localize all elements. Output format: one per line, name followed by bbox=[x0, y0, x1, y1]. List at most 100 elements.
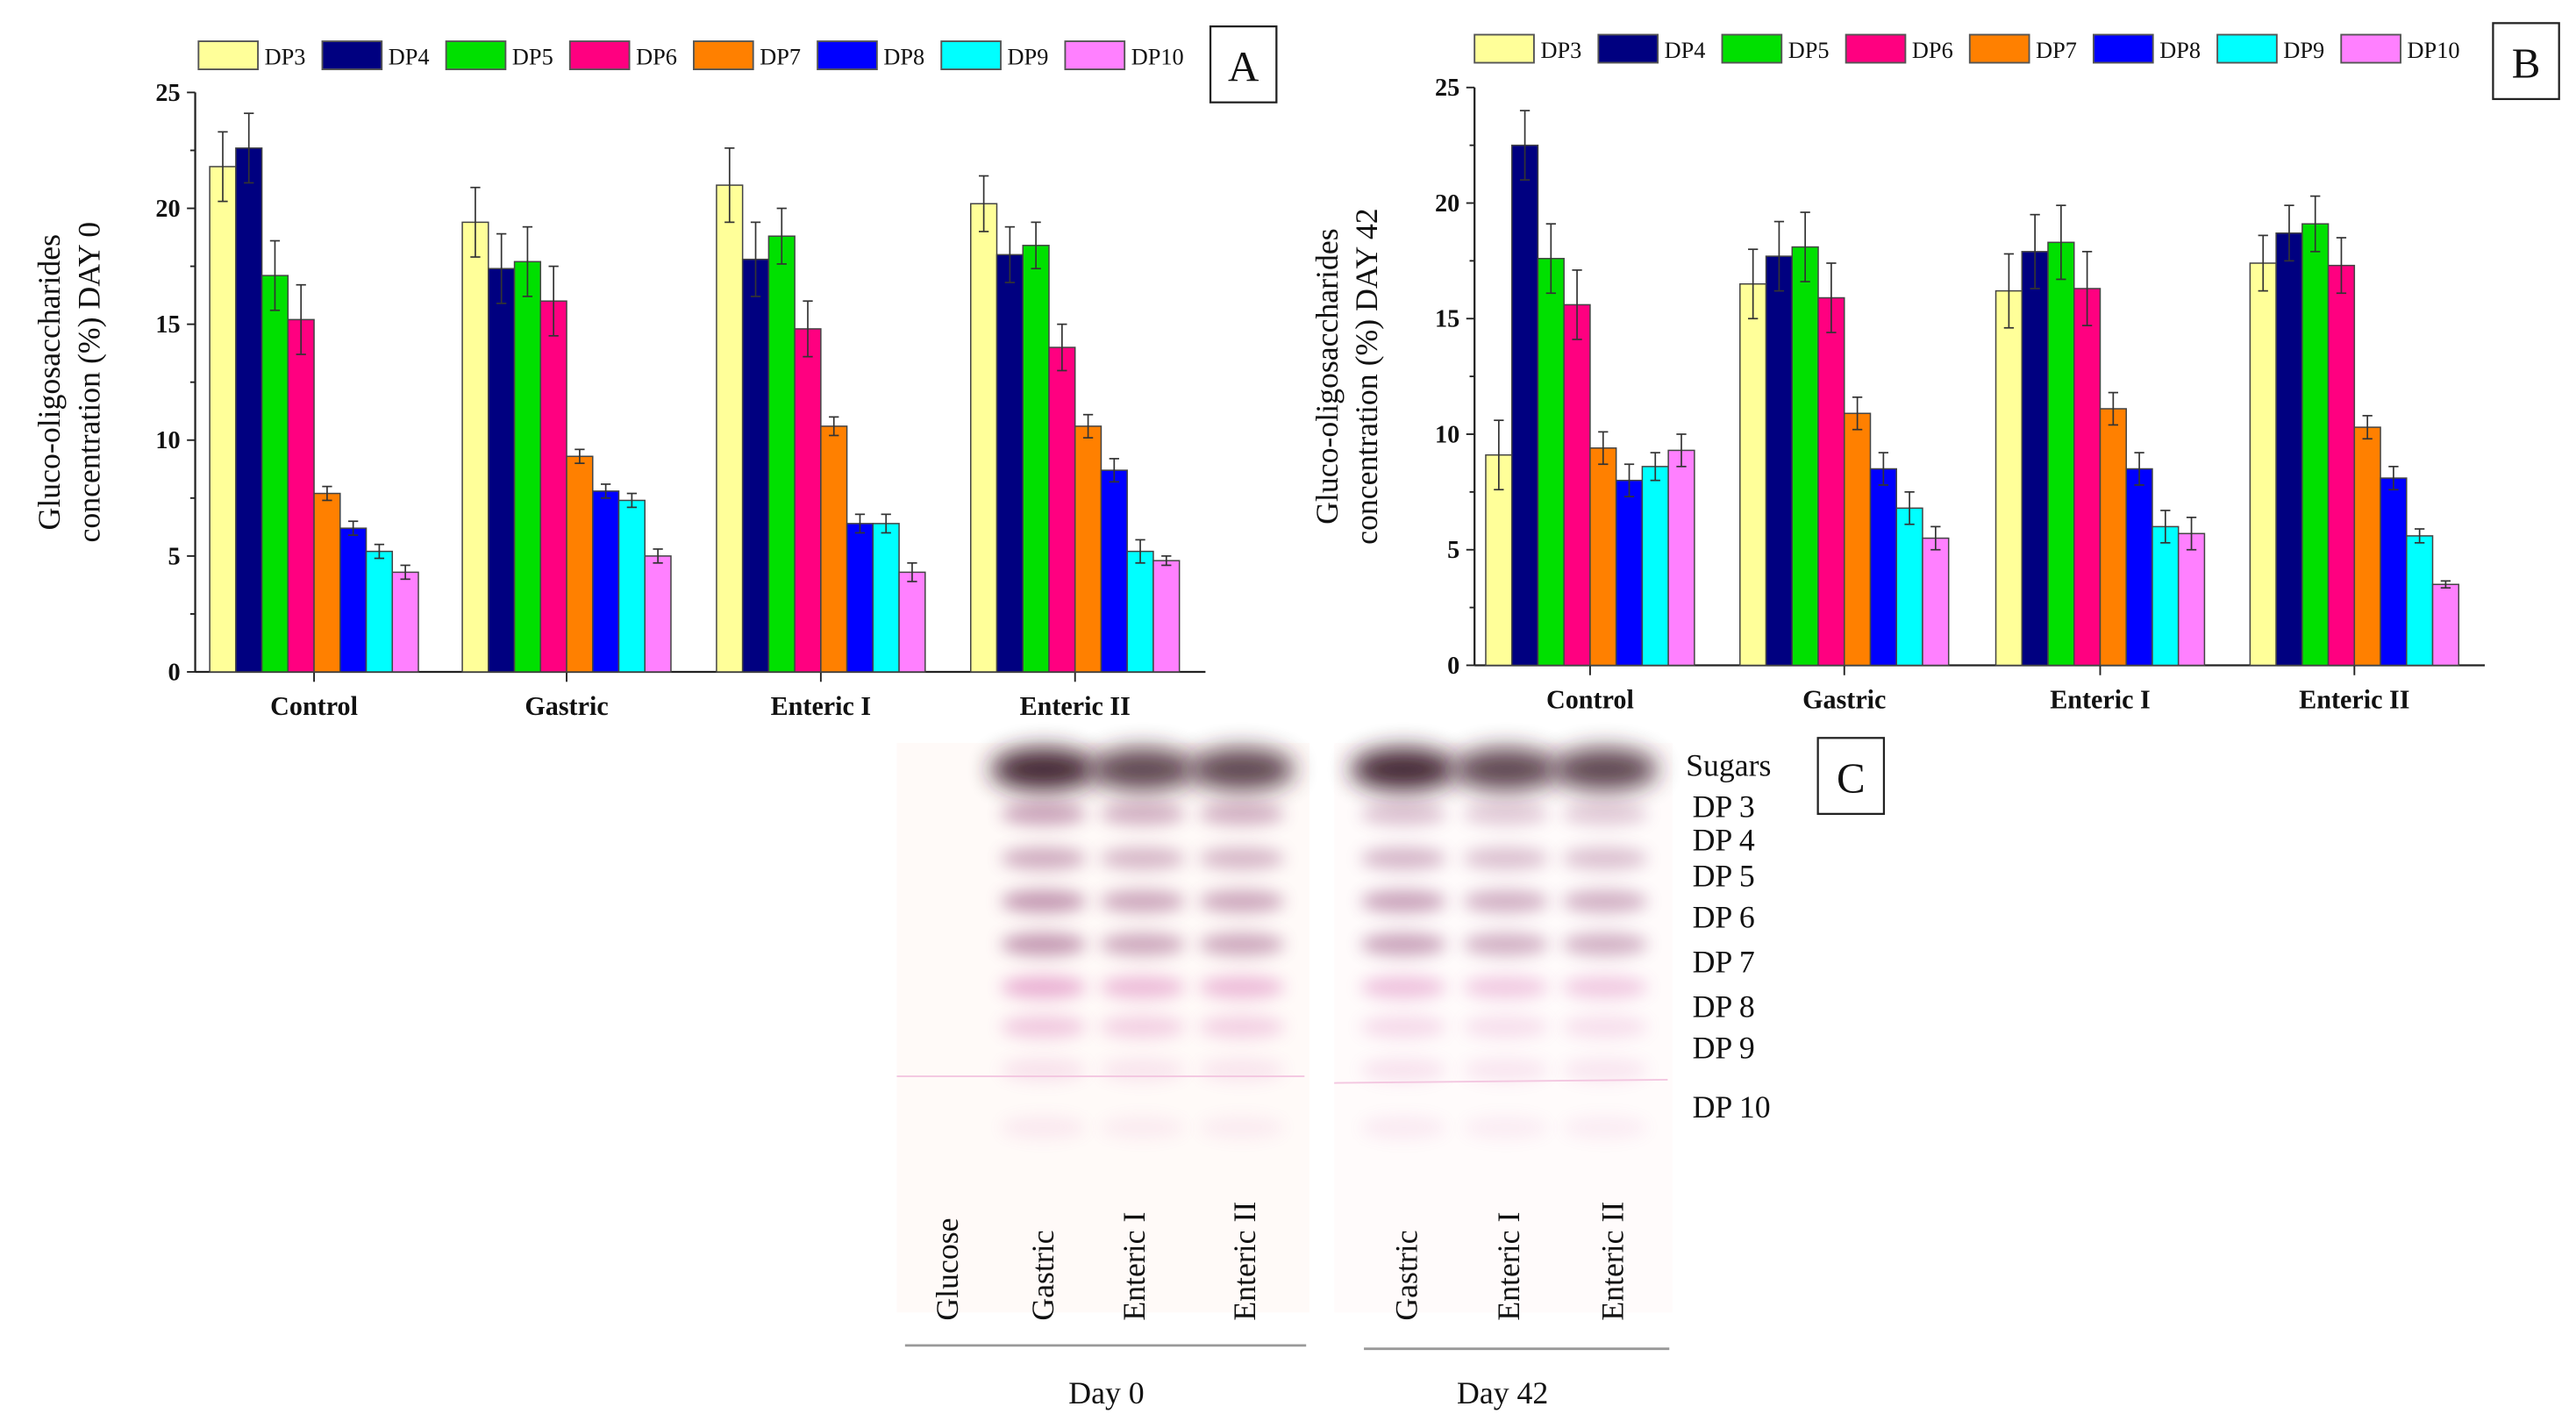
bar-dp6-enteric-i bbox=[794, 328, 822, 673]
tlc-spot-day42-lane2-band5 bbox=[1463, 975, 1549, 999]
tlc-spot-day42-lane3-band6 bbox=[1561, 1015, 1648, 1039]
tlc-spot-day42-lane1-band3 bbox=[1360, 889, 1447, 913]
lane-label-day0-gastric: Gastric bbox=[1025, 1230, 1060, 1320]
panel-label-box bbox=[1209, 25, 1278, 104]
x-tick-label-gastric: Gastric bbox=[524, 691, 608, 721]
legend-label-dp5: DP5 bbox=[512, 44, 553, 69]
bar-dp7-enteric-ii bbox=[1074, 425, 1102, 673]
legend-swatch-dp8 bbox=[2093, 33, 2154, 64]
lane-label-day0-glucose: Glucose bbox=[930, 1218, 965, 1321]
bar-dp7-enteric-i bbox=[2099, 408, 2127, 667]
y-axis-label-line2: concentration (%) DAY 0 bbox=[71, 222, 106, 543]
lane-label-day0-enteric-i: Enteric I bbox=[1117, 1212, 1152, 1321]
legend-label-dp4: DP4 bbox=[389, 44, 430, 69]
tlc-spot-day0-lane3-band6 bbox=[1198, 1015, 1285, 1039]
bar-dp6-control bbox=[1563, 303, 1591, 667]
legend-swatch-dp7 bbox=[693, 40, 754, 70]
legend-label-dp10: DP10 bbox=[2408, 38, 2460, 63]
bar-dp4-control bbox=[1510, 144, 1539, 667]
lane-label-day42-enteric-ii: Enteric II bbox=[1595, 1202, 1631, 1321]
tlc-spot-day0-lane3-band4 bbox=[1198, 932, 1285, 956]
bar-dp8-enteric-i bbox=[846, 523, 874, 673]
bar-dp4-gastric bbox=[488, 268, 516, 673]
bar-dp9-control bbox=[365, 550, 394, 673]
day42-label: Day 42 bbox=[1457, 1375, 1548, 1410]
y-axis-label-line1: Gluco-oligosaccharides bbox=[32, 234, 67, 531]
band-label-dp7: DP 7 bbox=[1693, 945, 1755, 980]
tlc-spot-day42-lane1-band7 bbox=[1360, 1058, 1447, 1082]
tlc-spot-day42-lane1-band8 bbox=[1360, 1116, 1447, 1139]
bar-dp8-control bbox=[339, 527, 367, 673]
legend-label-dp9: DP9 bbox=[1008, 44, 1049, 69]
legend-swatch-dp3 bbox=[197, 40, 260, 70]
y-axis-label-line1: Gluco-oligosaccharides bbox=[1309, 228, 1345, 525]
tlc-spot-day0-lane3-band2 bbox=[1198, 846, 1285, 870]
y-tick-label: 20 bbox=[1435, 190, 1459, 218]
panel-label: A bbox=[1228, 42, 1259, 90]
tlc-spot-day42-lane1-band0 bbox=[1351, 747, 1457, 791]
tlc-spot-day0-lane3-band1 bbox=[1198, 802, 1285, 826]
legend-swatch-dp3 bbox=[1474, 33, 1535, 64]
bar-dp8-gastric bbox=[592, 490, 620, 673]
y-tick-label: 5 bbox=[1447, 537, 1459, 564]
bar-dp6-enteric-ii bbox=[1048, 346, 1076, 673]
tlc-spot-day0-lane1-band1 bbox=[1001, 802, 1087, 826]
bar-dp8-gastric bbox=[1869, 468, 1897, 667]
legend-swatch-dp6 bbox=[568, 40, 631, 70]
bar-dp7-control bbox=[313, 492, 341, 673]
bar-dp10-gastric bbox=[644, 555, 672, 673]
tlc-spot-day0-lane1-band0 bbox=[990, 747, 1097, 791]
legend-label-dp8: DP8 bbox=[883, 44, 924, 69]
panel-label: C bbox=[1837, 753, 1866, 802]
bar-dp10-enteric-ii bbox=[1152, 560, 1181, 673]
bar-dp4-enteric-ii bbox=[995, 253, 1024, 673]
tlc-spot-day42-lane2-band1 bbox=[1463, 802, 1549, 826]
tlc-spot-day42-lane3-band0 bbox=[1552, 747, 1659, 791]
tlc-spot-day0-lane1-band7 bbox=[1001, 1058, 1087, 1082]
legend: DP3 DP4 DP5 DP6 DP7 DP8 DP9 DP10 bbox=[197, 40, 1184, 70]
day0-label: Day 0 bbox=[1068, 1375, 1144, 1410]
tlc-spot-day0-lane3-band7 bbox=[1198, 1058, 1285, 1082]
bar-dp6-control bbox=[287, 318, 315, 673]
tlc-spot-day42-lane3-band3 bbox=[1561, 889, 1648, 913]
tlc-spot-day42-lane2-band6 bbox=[1463, 1015, 1549, 1039]
tlc-spot-day0-lane3-band5 bbox=[1198, 975, 1285, 999]
bar-dp5-enteric-i bbox=[767, 235, 796, 673]
tlc-spot-day42-lane1-band1 bbox=[1360, 802, 1447, 826]
bar-dp8-control bbox=[1615, 479, 1644, 667]
bar-dp5-control bbox=[1537, 257, 1565, 667]
tlc-spot-day0-lane2-band3 bbox=[1099, 889, 1186, 913]
lane-label-day42-enteric-i: Enteric I bbox=[1491, 1212, 1526, 1321]
tlc-spot-day42-lane1-band6 bbox=[1360, 1015, 1447, 1039]
bar-dp5-enteric-ii bbox=[1022, 245, 1050, 673]
band-label-dp4: DP 4 bbox=[1693, 822, 1755, 857]
band-label-dp9: DP 9 bbox=[1693, 1030, 1755, 1065]
lane-label-day0-enteric-ii: Enteric II bbox=[1227, 1202, 1262, 1321]
bar-dp7-gastric bbox=[1844, 412, 1872, 667]
tlc-spot-day42-lane3-band7 bbox=[1561, 1058, 1648, 1082]
legend-swatch-dp5 bbox=[1721, 33, 1783, 64]
tlc-spot-day42-lane2-band2 bbox=[1463, 846, 1549, 870]
legend-label-dp3: DP3 bbox=[1540, 38, 1581, 63]
chart-a-day0: DP3 DP4 DP5 DP6 DP7 DP8 DP9 DP10 A Gluco-oligosac… bbox=[32, 25, 1278, 721]
tlc-spot-day0-lane1-band2 bbox=[1001, 846, 1087, 870]
x-tick-label-control: Control bbox=[270, 691, 358, 721]
tlc-spot-day42-lane3-band8 bbox=[1561, 1116, 1648, 1139]
bar-dp9-enteric-ii bbox=[1126, 550, 1154, 673]
tlc-spot-day42-lane3-band1 bbox=[1561, 802, 1648, 826]
bar-dp4-control bbox=[235, 147, 263, 673]
bar-dp6-enteric-ii bbox=[2327, 264, 2356, 667]
tlc-spot-day42-lane3-band5 bbox=[1561, 975, 1648, 999]
tlc-spot-day42-lane2-band3 bbox=[1463, 889, 1549, 913]
legend-label-dp10: DP10 bbox=[1131, 44, 1184, 69]
legend-label-dp8: DP8 bbox=[2159, 38, 2201, 63]
tlc-spot-day42-lane2-band8 bbox=[1463, 1116, 1549, 1139]
tlc-spot-day0-lane2-band8 bbox=[1099, 1116, 1186, 1139]
y-tick-label: 10 bbox=[155, 427, 180, 454]
tlc-spot-day0-lane3-band3 bbox=[1198, 889, 1285, 913]
bar-dp10-enteric-ii bbox=[2431, 583, 2460, 667]
x-tick-label-control: Control bbox=[1546, 684, 1634, 714]
bar-dp3-gastric bbox=[1739, 282, 1767, 667]
bar-dp4-enteric-i bbox=[2021, 251, 2049, 667]
legend-label-dp4: DP4 bbox=[1665, 38, 1706, 63]
